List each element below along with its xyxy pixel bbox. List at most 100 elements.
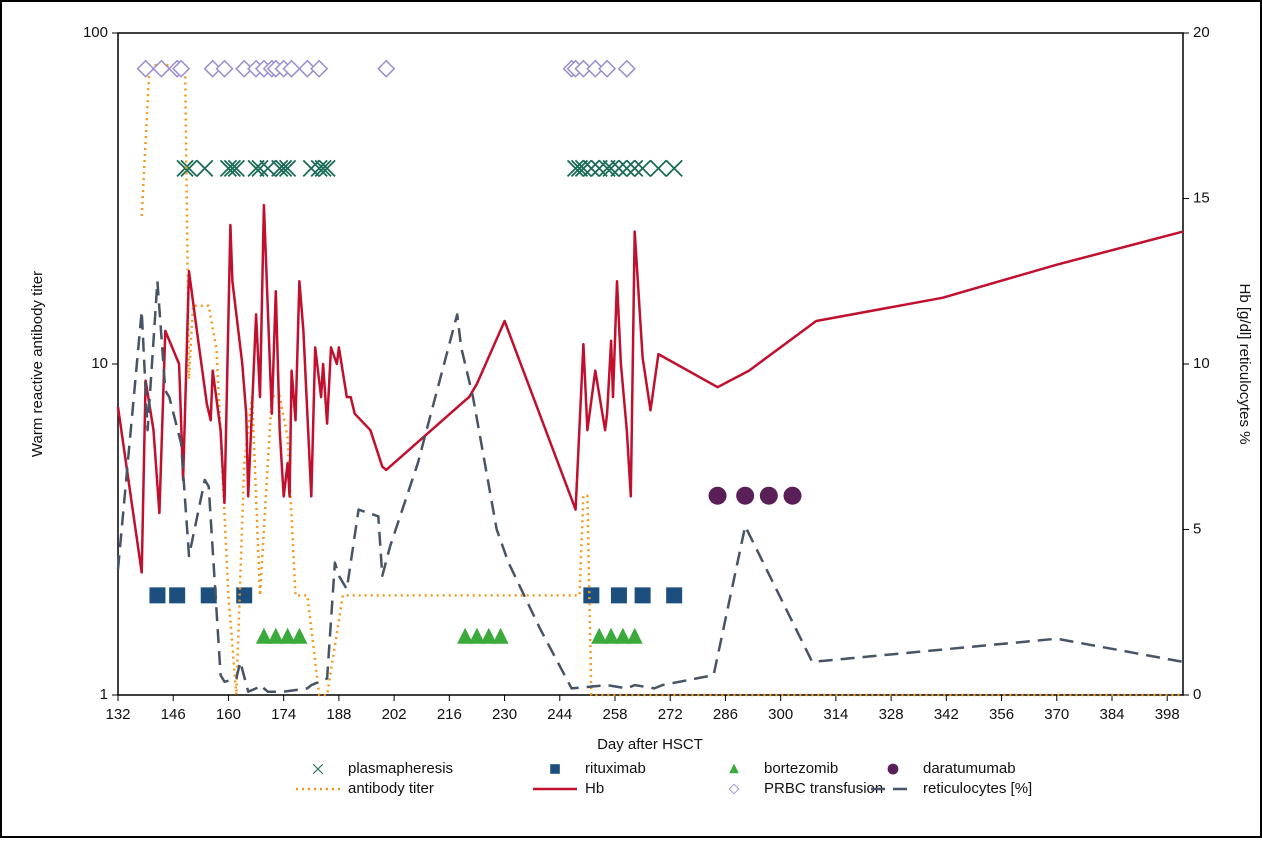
marker-x — [566, 159, 585, 177]
marker-triangle — [591, 627, 608, 644]
x-tick-label: 342 — [934, 706, 959, 723]
x-tick-label: 216 — [437, 706, 462, 723]
x-tick-label: 370 — [1044, 706, 1069, 723]
x-tick-label: 356 — [989, 706, 1014, 723]
marker-triangle — [279, 627, 296, 644]
marker-triangle — [457, 627, 474, 644]
marker-diamond — [574, 59, 593, 78]
marker-x — [227, 159, 245, 177]
marker-diamond — [298, 59, 317, 78]
marker-x — [626, 159, 644, 177]
marker-triangle — [492, 627, 509, 644]
y-tick-label: 10 — [91, 355, 108, 372]
marker-diamond — [172, 59, 191, 78]
x-tick-label: 384 — [1099, 706, 1124, 723]
marker-x — [196, 159, 214, 177]
marker-x — [649, 159, 668, 177]
marker-diamond — [152, 59, 171, 78]
marker-triangle — [468, 627, 485, 644]
legend-label: antibody titer — [348, 780, 434, 797]
marker-square — [610, 587, 627, 604]
marker-diamond — [586, 59, 605, 78]
marker-x — [574, 159, 593, 177]
marker-square — [200, 587, 217, 604]
legend-label: PRBC transfusion — [764, 780, 883, 797]
marker-square — [236, 587, 253, 604]
marker-x — [618, 159, 636, 177]
x-tick-label: 146 — [161, 706, 186, 723]
y-axis-label: Warm reactive antibody titer — [29, 271, 46, 457]
marker-diamond — [136, 59, 155, 78]
marker-x — [602, 159, 620, 177]
x-tick-label: 230 — [492, 706, 517, 723]
marker-triangle — [267, 627, 284, 644]
marker-diamond — [235, 59, 254, 78]
marker-x — [275, 159, 293, 177]
marker-diamond — [282, 59, 301, 78]
x-tick-label: 300 — [768, 706, 793, 723]
legend-swatch — [887, 763, 899, 775]
x-tick-label: 132 — [105, 706, 130, 723]
x-axis-label: Day after HSCT — [597, 736, 703, 753]
marker-x — [223, 159, 242, 177]
marker-diamond — [617, 59, 636, 78]
marker-x — [251, 159, 269, 177]
marker-x — [610, 159, 628, 177]
marker-square — [634, 587, 651, 604]
x-tick-label: 244 — [547, 706, 572, 723]
marker-triangle — [614, 627, 631, 644]
y2-tick-label: 5 — [1193, 520, 1201, 537]
marker-diamond — [377, 59, 396, 78]
marker-triangle — [626, 627, 643, 644]
marker-diamond — [310, 59, 329, 78]
y2-tick-label: 10 — [1193, 355, 1210, 372]
marker-circle — [759, 486, 778, 505]
marker-x — [633, 159, 652, 177]
series-line — [140, 63, 1183, 697]
marker-x — [176, 159, 194, 177]
marker-x — [180, 159, 198, 177]
y-tick-label: 100 — [83, 24, 108, 41]
x-tick-label: 286 — [713, 706, 738, 723]
x-tick-label: 188 — [326, 706, 351, 723]
marker-x — [310, 159, 328, 177]
marker-diamond — [203, 59, 222, 78]
marker-square — [666, 587, 683, 604]
marker-circle — [736, 486, 755, 505]
marker-x — [665, 159, 683, 177]
legend-label: daratumumab — [923, 760, 1016, 777]
marker-x — [219, 159, 238, 177]
marker-triangle — [255, 627, 272, 644]
marker-triangle — [480, 627, 497, 644]
legend-swatch — [728, 783, 740, 795]
legend-label: bortezomib — [764, 760, 838, 777]
x-tick-label: 272 — [658, 706, 683, 723]
marker-circle — [708, 486, 727, 505]
legend-swatch — [312, 763, 324, 775]
x-tick-label: 160 — [216, 706, 241, 723]
legend-swatch — [729, 763, 739, 774]
y2-tick-label: 20 — [1193, 24, 1210, 41]
legend-label: reticulocytes [%] — [923, 780, 1032, 797]
x-tick-label: 328 — [879, 706, 904, 723]
legend-label: plasmapheresis — [348, 760, 453, 777]
marker-diamond — [215, 59, 234, 78]
marker-circle — [783, 486, 802, 505]
marker-square — [149, 587, 166, 604]
legend-label: rituximab — [585, 760, 646, 777]
y2-axis-label: Hb [g/dl] reticulocytes % — [1236, 284, 1253, 445]
marker-diamond — [598, 59, 617, 78]
y2-tick-label: 15 — [1193, 189, 1210, 206]
x-tick-label: 258 — [602, 706, 627, 723]
legend-swatch — [550, 764, 560, 774]
series-line — [116, 203, 1184, 574]
marker-x — [271, 159, 289, 177]
y-tick-label: 1 — [100, 686, 108, 703]
x-tick-label: 398 — [1155, 706, 1180, 723]
marker-square — [583, 587, 600, 604]
marker-x — [278, 159, 297, 177]
y2-tick-label: 0 — [1193, 686, 1201, 703]
marker-triangle — [603, 627, 620, 644]
legend-label: Hb — [585, 780, 604, 797]
